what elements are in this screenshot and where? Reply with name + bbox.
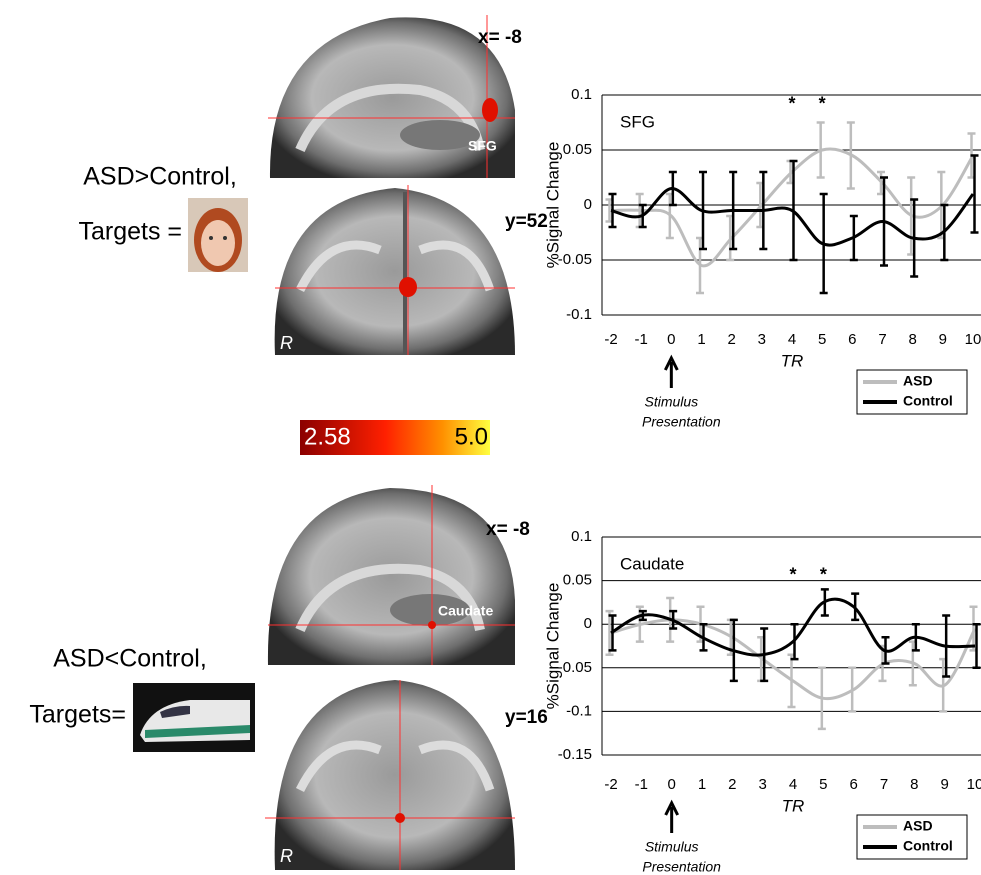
inset-label: SFG bbox=[620, 112, 655, 131]
face-image bbox=[188, 198, 248, 272]
significance-marker: * bbox=[820, 565, 827, 585]
y-tick-label: 0 bbox=[584, 196, 592, 213]
side-label: R bbox=[280, 846, 293, 866]
targets-label: Targets= bbox=[29, 701, 126, 729]
colorbar-max: 5.0 bbox=[455, 423, 488, 450]
side-label: R bbox=[280, 333, 293, 353]
x-tick-label: 8 bbox=[908, 331, 916, 348]
stimulus-label: Stimulus bbox=[644, 394, 698, 410]
x-axis-label: TR bbox=[782, 796, 805, 815]
x-tick-label: 2 bbox=[727, 331, 735, 348]
figure: ASD>Control, Targets = x= -8 SFG y=52 R … bbox=[0, 0, 981, 875]
region-label: Caudate bbox=[438, 603, 493, 619]
coord-label: x= -8 bbox=[486, 519, 530, 540]
y-axis-label: %Signal Change bbox=[543, 142, 562, 269]
x-tick-label: 4 bbox=[788, 331, 796, 348]
y-tick-label: -0.05 bbox=[558, 251, 592, 268]
region-label: SFG bbox=[468, 138, 497, 154]
coord-label: y=16 bbox=[505, 707, 548, 728]
stimulus-label: Presentation bbox=[642, 859, 721, 875]
y-tick-label: -0.05 bbox=[558, 659, 592, 676]
coord-label: y=52 bbox=[505, 211, 548, 232]
legend-label: ASD bbox=[903, 818, 933, 834]
x-tick-label: 5 bbox=[819, 776, 827, 793]
series-line bbox=[611, 149, 973, 266]
series-line bbox=[611, 599, 975, 655]
x-tick-label: 0 bbox=[667, 331, 675, 348]
stimulus-label: Stimulus bbox=[645, 839, 699, 855]
contrast-label: ASD<Control, bbox=[53, 645, 207, 673]
legend-label: ASD bbox=[903, 373, 933, 389]
brain-coronal bbox=[265, 680, 515, 870]
contrast-label: ASD>Control, bbox=[83, 163, 237, 191]
x-tick-label: -2 bbox=[604, 331, 617, 348]
legend-label: Control bbox=[903, 393, 953, 409]
y-axis-label: %Signal Change bbox=[543, 583, 562, 710]
x-tick-label: 6 bbox=[849, 776, 857, 793]
y-tick-label: -0.1 bbox=[566, 702, 592, 719]
significance-marker: * bbox=[819, 93, 826, 113]
x-tick-label: -1 bbox=[635, 776, 648, 793]
x-tick-label: 4 bbox=[789, 776, 797, 793]
y-tick-label: 0 bbox=[584, 615, 592, 632]
colorbar-min: 2.58 bbox=[304, 423, 351, 450]
brain-coronal bbox=[275, 185, 515, 355]
x-tick-label: 3 bbox=[758, 331, 766, 348]
x-tick-label: 3 bbox=[758, 776, 766, 793]
x-tick-label: 7 bbox=[878, 331, 886, 348]
x-tick-label: 9 bbox=[939, 331, 947, 348]
x-tick-label: 6 bbox=[848, 331, 856, 348]
y-tick-label: 0.1 bbox=[571, 528, 592, 545]
inset-label: Caudate bbox=[620, 554, 684, 573]
stimulus-arrow bbox=[665, 358, 677, 388]
x-tick-label: 2 bbox=[728, 776, 736, 793]
y-tick-label: 0.1 bbox=[571, 86, 592, 103]
x-tick-label: 5 bbox=[818, 331, 826, 348]
legend-label: Control bbox=[903, 838, 953, 854]
targets-label: Targets = bbox=[78, 218, 182, 246]
y-tick-label: -0.15 bbox=[558, 746, 592, 763]
x-tick-label: 1 bbox=[697, 331, 705, 348]
x-tick-label: 7 bbox=[880, 776, 888, 793]
coord-label: x= -8 bbox=[478, 27, 522, 48]
brain-sagittal bbox=[268, 485, 515, 665]
x-tick-label: -1 bbox=[634, 331, 647, 348]
significance-marker: * bbox=[788, 93, 795, 113]
stimulus-arrow bbox=[666, 803, 678, 833]
x-tick-label: 10 bbox=[967, 776, 981, 793]
x-tick-label: 8 bbox=[910, 776, 918, 793]
x-tick-label: -2 bbox=[604, 776, 617, 793]
y-tick-label: -0.1 bbox=[566, 306, 592, 323]
x-tick-label: 1 bbox=[698, 776, 706, 793]
significance-marker: * bbox=[789, 565, 796, 585]
train-image bbox=[133, 683, 255, 752]
x-tick-label: 9 bbox=[940, 776, 948, 793]
y-tick-label: 0.05 bbox=[563, 141, 592, 158]
x-tick-label: 10 bbox=[965, 331, 981, 348]
y-tick-label: 0.05 bbox=[563, 572, 592, 589]
x-axis-label: TR bbox=[781, 351, 804, 370]
x-tick-label: 0 bbox=[667, 776, 675, 793]
stimulus-label: Presentation bbox=[642, 414, 721, 430]
